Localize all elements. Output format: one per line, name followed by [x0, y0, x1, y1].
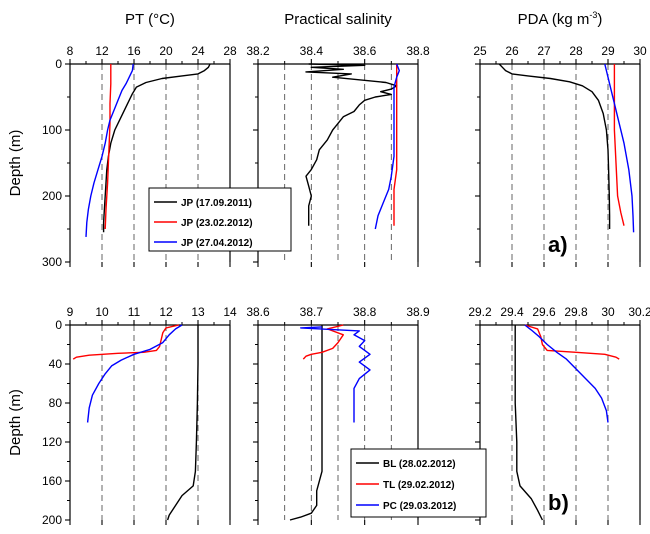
top-legend-box	[148, 187, 292, 252]
top-plot-2-series-2-line	[393, 64, 398, 226]
top-plot-2-xtick-label-3: 38.8	[406, 44, 430, 58]
top-ytick-label-2: 200	[42, 189, 62, 203]
bottom-plot-2-series-1-line	[289, 325, 323, 521]
bottom-ytick-label-1: 40	[49, 357, 63, 371]
top-plot-2-series-1-line	[305, 63, 398, 226]
bottom-plot-3-xtick-label-0: 29.2	[468, 305, 492, 319]
top-plot-1-series-3-line	[85, 63, 134, 237]
top-plot-1-xtick-label-4: 24	[191, 44, 205, 58]
top-plot-2-xtick-label-1: 38.4	[300, 44, 324, 58]
top-plot-1-xtick-label-1: 12	[95, 44, 109, 58]
bottom-plot-3-series-2-line	[524, 324, 620, 360]
bottom-ytick-label-3: 120	[42, 435, 62, 449]
top-plot-2-series-3-line	[374, 63, 400, 230]
top-ylabel: Depth (m)	[7, 130, 24, 197]
bottom-plot-1-xtick-label-4: 13	[191, 305, 205, 319]
column-title-2: Practical salinity	[284, 11, 392, 28]
bottom-plot-1-xtick-label-1: 10	[95, 305, 109, 319]
top-plot-3-xtick-label-4: 29	[601, 44, 615, 58]
top-plot-1-xtick-label-0: 8	[67, 44, 74, 58]
bottom-plot-1-xtick-label-2: 11	[128, 305, 141, 319]
top-plot-3-series-2-line	[613, 64, 625, 226]
top-plot-3-xtick-label-3: 28	[569, 44, 583, 58]
bottom-plot-2-xtick-label-0: 38.6	[246, 305, 270, 319]
bottom-plot-3-series-1-line	[514, 325, 544, 521]
bottom-plot-1-xtick-label-0: 9	[67, 305, 74, 319]
bottom-plot-1-xtick-label-3: 12	[159, 305, 173, 319]
top-plot-3-series-3-line	[604, 63, 635, 233]
top-plot-1-series-2-line	[104, 64, 112, 230]
top-plot-3-series-1-line	[498, 63, 611, 229]
bottom-plot-3-series-3-line	[524, 324, 609, 423]
bottom-legend-label-1: BL (28.02.2012)	[383, 459, 456, 470]
top-plot-3-xtick-label-1: 26	[505, 44, 519, 58]
bottom-plot-2-xtick-label-3: 38.9	[406, 305, 430, 319]
top-plot-2-xtick-label-0: 38.2	[246, 44, 270, 58]
top-ytick-label-1: 100	[42, 123, 62, 137]
top-plot-3-xtick-label-2: 27	[537, 44, 551, 58]
top-panel-label: a)	[548, 232, 568, 257]
top-ytick-label-0: 0	[55, 57, 62, 71]
bottom-ytick-label-5: 200	[42, 513, 62, 527]
bottom-plot-2-series-3-line	[300, 326, 371, 423]
top-ytick-label-3: 300	[42, 255, 62, 269]
bottom-panel-label: b)	[548, 490, 569, 515]
top-plot-1-series-1-line	[102, 63, 211, 233]
bottom-ytick-label-2: 80	[49, 396, 63, 410]
top-plot-1-xtick-label-2: 16	[127, 44, 141, 58]
bottom-ylabel: Depth (m)	[7, 389, 24, 456]
column-title-1: PT (°C)	[125, 11, 175, 28]
bottom-ytick-label-0: 0	[55, 318, 62, 332]
bottom-plot-3-xtick-label-3: 29.8	[564, 305, 588, 319]
top-plot-3-xtick-label-5: 30	[633, 44, 647, 58]
bottom-plot-1-xtick-label-5: 14	[223, 305, 237, 319]
bottom-plot-3-xtick-label-1: 29.4	[500, 305, 524, 319]
top-plot-2-xtick-label-2: 38.6	[353, 44, 377, 58]
top-plot-3-xtick-label-0: 25	[473, 44, 487, 58]
top-plot-1-xtick-label-5: 28	[223, 44, 237, 58]
bottom-plot-1-series-2-line	[72, 324, 179, 360]
column-title-3: PDA (kg m-3)	[518, 10, 603, 28]
bottom-plot-1-series-1-line	[166, 325, 199, 521]
top-plot-1-xtick-label-3: 20	[159, 44, 173, 58]
bottom-plot-3-xtick-label-5: 30.2	[628, 305, 650, 319]
bottom-plot-2-series-2-line	[302, 324, 344, 360]
top-legend-label-1: JP (17.09.2011)	[181, 198, 252, 209]
bottom-plot-3-xtick-label-4: 30	[601, 305, 615, 319]
bottom-plot-2-xtick-label-1: 38.7	[300, 305, 324, 319]
bottom-ytick-label-4: 160	[42, 474, 62, 488]
bottom-plot-3-xtick-label-2: 29.6	[532, 305, 556, 319]
bottom-legend-label-3: PC (29.03.2012)	[383, 501, 456, 512]
top-legend-label-3: JP (27.04.2012)	[181, 238, 253, 249]
bottom-legend-label-2: TL (29.02.2012)	[383, 480, 455, 491]
bottom-plot-1-series-3-line	[86, 324, 183, 423]
top-legend-label-2: JP (23.02.2012)	[181, 218, 253, 229]
bottom-plot-2-xtick-label-2: 38.8	[353, 305, 377, 319]
